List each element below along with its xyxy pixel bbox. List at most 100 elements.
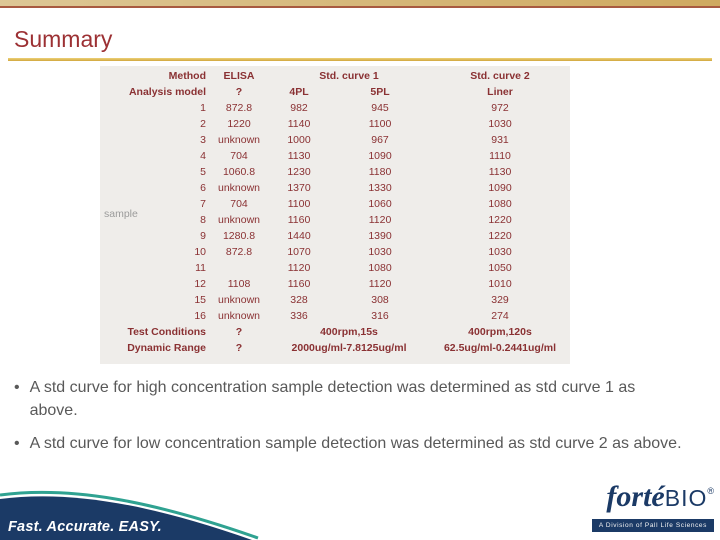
row-label: 11: [195, 262, 206, 274]
table-row: 11 1120 1080 1050: [100, 260, 570, 276]
test-conditions-label: Test Conditions: [127, 326, 206, 338]
elisa-value: 872.8: [225, 246, 253, 258]
table-body: 1 872.8 982 945 972 2 1220 1140 1100 1030 3 unknown…: [100, 100, 570, 324]
elisa-value: 1220: [227, 118, 251, 130]
swoosh-navy-shape: [0, 496, 252, 540]
bullet-item: • A std curve for low concentration samp…: [14, 432, 682, 455]
registered-mark-icon: ®: [707, 486, 714, 496]
pl4-value: 328: [290, 294, 308, 306]
bullet-list: • A std curve for high concentration sam…: [14, 376, 682, 466]
pl4-value: 1130: [287, 150, 311, 162]
table-row: 6 unknown 1370 1330 1090: [100, 180, 570, 196]
dynamic-range-label: Dynamic Range: [127, 342, 206, 354]
table-row: 10 872.8 1070 1030 1030: [100, 244, 570, 260]
liner-value: 274: [491, 310, 509, 322]
row-label: 10: [194, 246, 206, 258]
elisa-value: 1060.8: [222, 166, 256, 178]
model-5pl-header: 5PL: [370, 86, 390, 98]
pl4-value: 1000: [287, 134, 311, 146]
model-4pl-header: 4PL: [289, 86, 309, 98]
table-row: 1 872.8 982 945 972: [100, 100, 570, 116]
liner-value: 931: [491, 134, 509, 146]
pl5-value: 1330: [368, 182, 392, 194]
row-label: 7: [200, 198, 206, 210]
pl5-value: 1030: [368, 246, 392, 258]
tagline: Fast. Accurate. EASY.: [8, 519, 162, 535]
liner-value: 1090: [488, 182, 512, 194]
elisa-model-value: ?: [235, 86, 243, 98]
pl5-value: 1100: [368, 118, 392, 130]
pl5-value: 1390: [368, 230, 392, 242]
row-label: 1: [200, 102, 206, 114]
bullet-text: A std curve for high concentration sampl…: [29, 379, 636, 420]
swoosh-graphic: [0, 490, 259, 540]
elisa-value: unknown: [217, 134, 261, 146]
dynamic-range-elisa: ?: [235, 342, 243, 354]
liner-value: 1030: [488, 118, 512, 130]
bullet-icon: •: [14, 379, 20, 396]
test-conditions-row: Test Conditions ? 400rpm,15s 400rpm,120s: [100, 324, 570, 340]
elisa-header: ELISA: [223, 70, 255, 82]
table-row: 8 unknown 1160 1120 1220: [100, 212, 570, 228]
elisa-value: 872.8: [225, 102, 253, 114]
pl5-value: 1120: [368, 278, 392, 290]
liner-value: 329: [491, 294, 509, 306]
liner-value: 1220: [488, 214, 512, 226]
pl4-value: 336: [290, 310, 308, 322]
pl5-value: 1080: [368, 262, 392, 274]
sample-label: sample: [104, 208, 138, 220]
pl5-value: 1180: [368, 166, 392, 178]
pl4-value: 1100: [287, 198, 311, 210]
bullet-icon: •: [14, 435, 20, 453]
pl4-value: 982: [290, 102, 308, 114]
bullet-text: A std curve for low concentration sample…: [29, 435, 682, 453]
model-liner-header: Liner: [487, 86, 513, 98]
method-header: Method: [168, 70, 206, 82]
row-label: 3: [200, 134, 206, 146]
table-row: 12 1108 1160 1120 1010: [100, 276, 570, 292]
top-band: [0, 0, 720, 8]
elisa-value: unknown: [217, 310, 261, 322]
liner-value: 1220: [488, 230, 512, 242]
pl5-value: 1090: [368, 150, 392, 162]
table-header-row-1: Method ELISA Std. curve 1 Std. curve 2: [100, 68, 570, 84]
pl4-value: 1070: [287, 246, 311, 258]
elisa-value: 704: [230, 150, 248, 162]
elisa-value: unknown: [217, 214, 261, 226]
dynamic-range-std2: 62.5ug/ml-0.2441ug/ml: [443, 342, 557, 354]
liner-value: 972: [491, 102, 509, 114]
pl4-value: 1140: [287, 118, 311, 130]
test-conditions-std1: 400rpm,15s: [320, 326, 378, 338]
row-label: 2: [200, 118, 206, 130]
std-curve-1-header: Std. curve 1: [319, 70, 379, 82]
table-row: 9 1280.8 1440 1390 1220: [100, 228, 570, 244]
logo-subtitle-bar: A Division of Pall Life Sciences: [591, 519, 714, 532]
swoosh-teal-curve: [0, 490, 259, 540]
data-table: Method ELISA Std. curve 1 Std. curve 2 A…: [100, 68, 570, 356]
pl5-value: 1060: [368, 198, 392, 210]
table-row: 5 1060.8 1230 1180 1130: [100, 164, 570, 180]
row-label: 15: [194, 294, 206, 306]
table-header-row-2: Analysis model ? 4PL 5PL Liner: [100, 84, 570, 100]
dynamic-range-std1: 2000ug/ml-7.8125ug/ml: [291, 342, 407, 354]
liner-value: 1030: [488, 246, 512, 258]
row-label: 12: [194, 278, 206, 290]
table-row: 7 704 1100 1060 1080: [100, 196, 570, 212]
pl4-value: 1160: [287, 214, 311, 226]
pl5-value: 308: [371, 294, 389, 306]
row-label: 4: [200, 150, 206, 162]
elisa-value: [210, 260, 268, 276]
pl4-value: 1120: [287, 262, 311, 274]
liner-value: 1110: [489, 150, 511, 162]
logo-subtitle: A Division of Pall Life Sciences: [598, 522, 707, 529]
pl4-value: 1230: [287, 166, 311, 178]
test-conditions-std2: 400rpm,120s: [468, 326, 532, 338]
pl4-value: 1160: [287, 278, 311, 290]
dynamic-range-row: Dynamic Range ? 2000ug/ml-7.8125ug/ml 62…: [100, 340, 570, 356]
bullet-item: • A std curve for high concentration sam…: [14, 376, 682, 422]
test-conditions-elisa: ?: [235, 326, 243, 338]
pl5-value: 1120: [368, 214, 392, 226]
elisa-value: unknown: [217, 182, 261, 194]
row-label: 5: [200, 166, 206, 178]
